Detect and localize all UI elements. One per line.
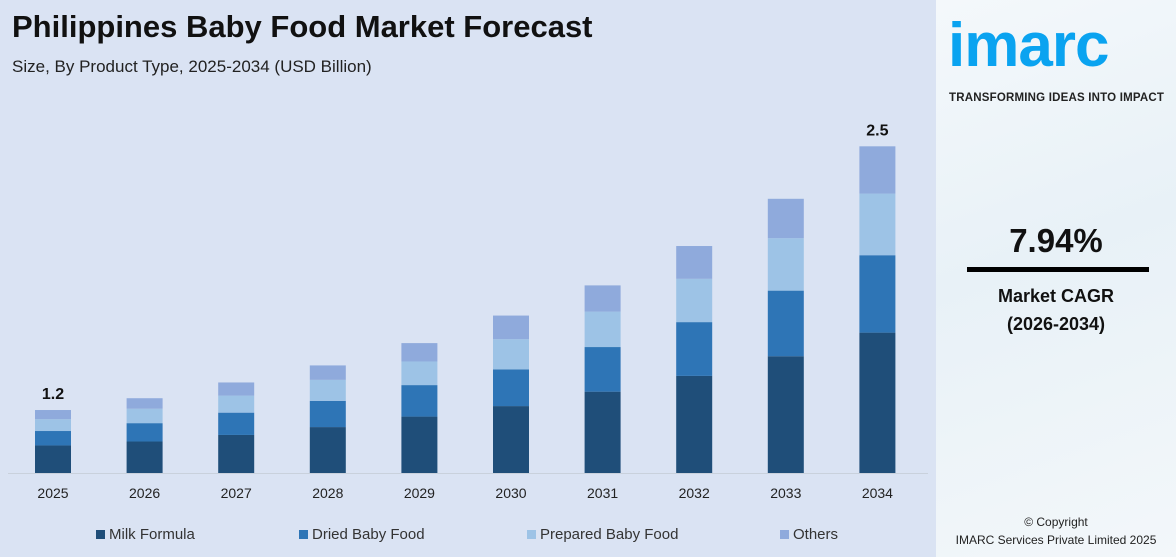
legend-swatch	[299, 530, 308, 539]
bar-segment-dried-baby-food-2027	[218, 412, 255, 435]
bar-segment-milk-formula-2031	[584, 391, 621, 473]
legend-label: Dried Baby Food	[312, 526, 425, 543]
bar-segment-milk-formula-2028	[309, 427, 346, 473]
bar-segment-prepared-baby-food-2026	[126, 408, 163, 424]
copyright: © Copyright	[1024, 515, 1088, 529]
bar-segment-prepared-baby-food-2034	[859, 193, 896, 256]
chart-title: Philippines Baby Food Market Forecast	[12, 9, 593, 44]
bar-segment-others-2027	[218, 382, 255, 396]
divider	[967, 267, 1149, 272]
bar-segment-prepared-baby-food-2029	[401, 361, 438, 386]
chart-panel: Philippines Baby Food Market Forecast Si…	[8, 9, 928, 543]
x-tick-label: 2026	[129, 485, 160, 501]
bar-segment-milk-formula-2029	[401, 416, 438, 473]
legend-label: Prepared Baby Food	[540, 526, 679, 543]
bar-segment-milk-formula-2030	[493, 406, 529, 473]
x-tick-label: 2032	[679, 485, 710, 501]
x-tick-label: 2027	[221, 485, 252, 501]
bar-segment-milk-formula-2026	[126, 441, 163, 473]
bar-segment-others-2028	[309, 365, 346, 380]
bar-segment-dried-baby-food-2031	[584, 347, 621, 392]
legend-item: Prepared Baby Food	[527, 526, 780, 543]
legend-label: Others	[793, 526, 839, 543]
bar-segment-others-2032	[676, 246, 713, 279]
legend-swatch	[96, 530, 105, 539]
data-label: 2.5	[866, 122, 888, 139]
bar-segment-others-2026	[126, 398, 163, 409]
bar-segment-others-2029	[401, 343, 438, 362]
bar-segment-prepared-baby-food-2033	[767, 238, 804, 291]
bar-segment-others-2030	[493, 315, 529, 340]
legend-item: Dried Baby Food	[299, 526, 527, 543]
bar-segment-dried-baby-food-2034	[859, 255, 896, 333]
x-tick-label: 2025	[37, 485, 68, 501]
bar-segment-dried-baby-food-2033	[767, 290, 804, 357]
bar-segment-prepared-baby-food-2030	[493, 339, 529, 370]
bar-segment-milk-formula-2032	[676, 375, 713, 473]
bar-segment-dried-baby-food-2030	[493, 369, 529, 407]
bar-segment-prepared-baby-food-2032	[676, 278, 713, 323]
x-tick-label: 2034	[862, 485, 893, 501]
bar-segment-prepared-baby-food-2027	[218, 395, 255, 413]
legend-label: Milk Formula	[109, 526, 195, 543]
bar-segment-others-2031	[584, 285, 621, 312]
bar-segment-others-2025	[35, 410, 71, 420]
bar-segment-dried-baby-food-2032	[676, 322, 713, 376]
tagline: TRANSFORMING IDEAS INTO IMPACT	[949, 92, 1165, 104]
legend: Milk Formula Dried Baby Food Prepared Baby…	[96, 526, 838, 543]
chart-subtitle: Size, By Product Type, 2025-2034 (USD Bi…	[12, 57, 372, 76]
bar-segment-others-2034	[859, 146, 896, 194]
x-tick-label: 2033	[770, 485, 801, 501]
bar-segment-dried-baby-food-2026	[126, 423, 163, 442]
legend-item: Others	[780, 526, 838, 543]
bar-segment-others-2033	[767, 198, 804, 239]
legend-item: Milk Formula	[96, 526, 299, 543]
imarc-logo: imarc	[948, 11, 1109, 80]
bar-segment-dried-baby-food-2025	[35, 431, 71, 446]
bar-segment-dried-baby-food-2029	[401, 385, 438, 417]
x-tick-label: 2029	[404, 485, 435, 501]
bar-segment-dried-baby-food-2028	[309, 400, 346, 428]
legend-swatch	[780, 530, 789, 539]
company-name: IMARC Services Private Limited 2025	[955, 533, 1157, 547]
x-tick-label: 2031	[587, 485, 618, 501]
stacked-bar-chart: 2025 1.2 2026 2027 2028 2029 2030 2031 2032 2033 2…	[8, 122, 928, 501]
bar-segment-milk-formula-2034	[859, 332, 896, 473]
data-label: 1.2	[42, 386, 64, 403]
bar-segment-prepared-baby-food-2025	[35, 419, 71, 432]
sidebar: imarc TRANSFORMING IDEAS INTO IMPACT 7.9…	[936, 0, 1176, 557]
bar-segment-milk-formula-2027	[218, 434, 255, 473]
cagr-label: Market CAGR	[997, 286, 1115, 306]
x-tick-label: 2028	[312, 485, 343, 501]
cagr-period: (2026-2034)	[1006, 314, 1106, 334]
cagr-value: 7.94%	[1009, 222, 1103, 259]
bar-segment-milk-formula-2033	[767, 356, 804, 473]
bar-segment-prepared-baby-food-2031	[584, 311, 621, 348]
bar-segment-milk-formula-2025	[35, 445, 71, 473]
bar-segment-prepared-baby-food-2028	[309, 379, 346, 401]
x-tick-label: 2030	[495, 485, 526, 501]
legend-swatch	[527, 530, 536, 539]
